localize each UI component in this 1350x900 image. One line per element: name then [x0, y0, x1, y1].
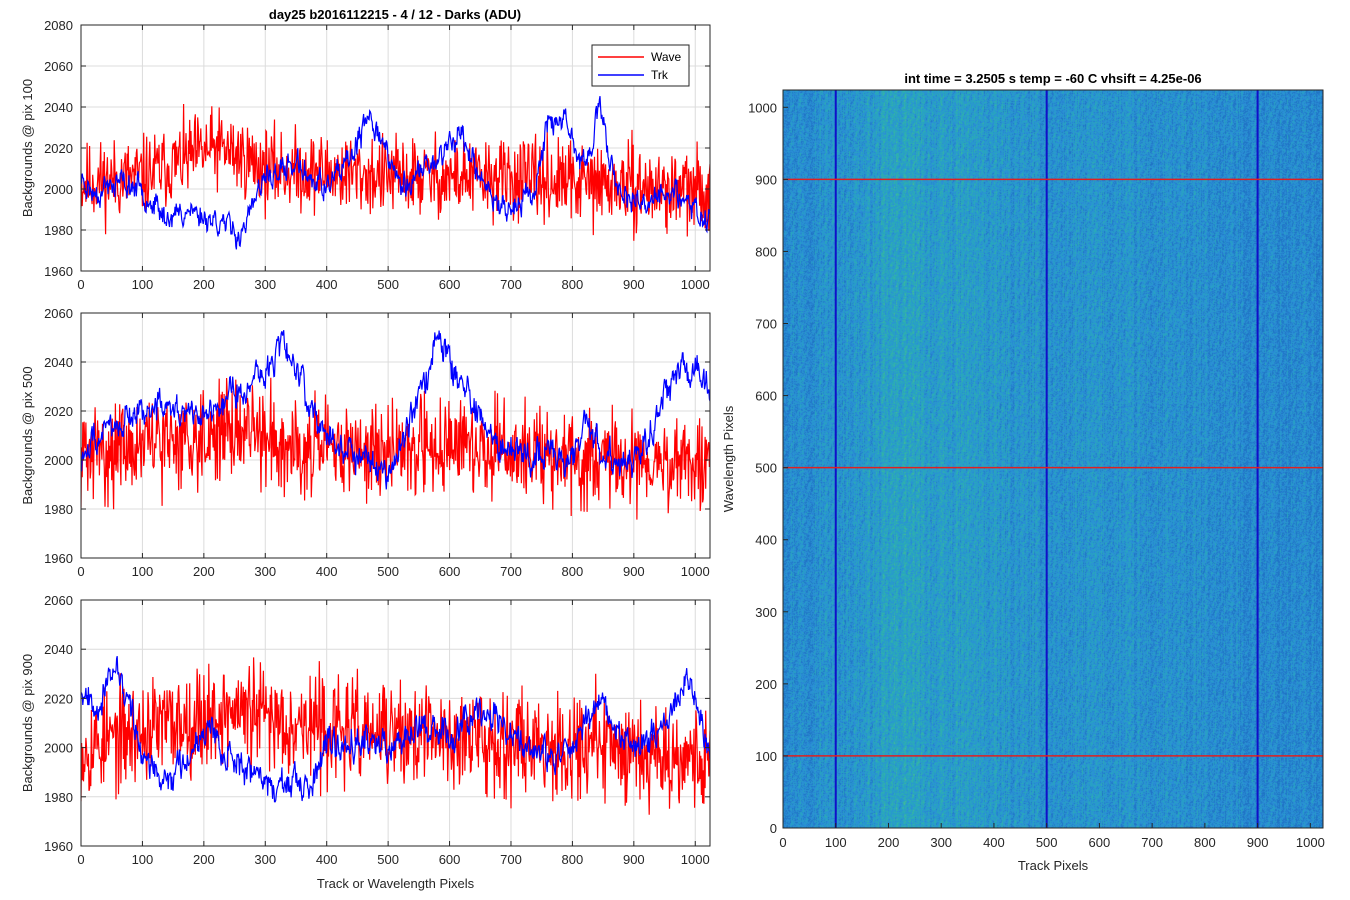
- x-tick-label: 200: [193, 852, 215, 867]
- heatmap-panel: 0 100 200 300 400 500 600 700 800 900 1000 0 100 200 3…: [721, 89, 1325, 873]
- x-tick-label: 500: [377, 852, 399, 867]
- x-tick-label: 900: [623, 564, 645, 579]
- x-tick-label: 600: [439, 852, 461, 867]
- x-tick-label: 900: [1247, 835, 1269, 850]
- x-tick-label: 300: [254, 277, 276, 292]
- y-tick-label: 100: [755, 749, 777, 764]
- x-tick-label: 1000: [681, 564, 710, 579]
- x-tick-label: 100: [825, 835, 847, 850]
- heatmap-axes-box: [782, 89, 1324, 829]
- x-tick-label: 800: [1194, 835, 1216, 850]
- x-tick-label: 0: [77, 564, 84, 579]
- y-tick-label: 500: [755, 461, 777, 476]
- x-tick-label: 0: [77, 277, 84, 292]
- x-tick-label: 700: [1141, 835, 1163, 850]
- y-tick-label: 1000: [748, 100, 777, 115]
- y-tick-label: 600: [755, 389, 777, 404]
- y-tick-label: 0: [770, 821, 777, 836]
- figure-title: day25 b2016112215 - 4 / 12 - Darks (ADU): [269, 7, 521, 22]
- y-axis-label: Backgrounds @ pix 900: [20, 654, 35, 792]
- x-tick-label: 700: [500, 277, 522, 292]
- axes-box: [80, 312, 711, 559]
- legend-trk-label: Trk: [651, 68, 669, 82]
- x-axis-label: Track Pixels: [1018, 858, 1089, 873]
- legend-wave-label: Wave: [651, 50, 682, 64]
- x-tick-label: 400: [316, 564, 338, 579]
- y-tick-label: 700: [755, 317, 777, 332]
- x-tick-label: 500: [377, 277, 399, 292]
- y-tick-label: 2000: [44, 741, 73, 756]
- y-tick-label: 1960: [44, 551, 73, 566]
- y-tick-label: 900: [755, 172, 777, 187]
- y-tick-label: 1960: [44, 264, 73, 279]
- line-panel-pix-500: 0 100 200 300 400 500 600 700 800 900 1000 1960 1980…: [20, 306, 711, 579]
- x-tick-label: 0: [77, 852, 84, 867]
- y-tick-label: 2060: [44, 306, 73, 321]
- y-tick-label: 2020: [44, 141, 73, 156]
- x-tick-label: 800: [562, 852, 584, 867]
- x-tick-label: 400: [316, 852, 338, 867]
- y-axis-label: Backgrounds @ pix 100: [20, 79, 35, 217]
- y-tick-label: 2080: [44, 18, 73, 33]
- x-tick-label: 1000: [681, 277, 710, 292]
- y-tick-label: 2000: [44, 182, 73, 197]
- x-tick-label: 100: [132, 277, 154, 292]
- x-tick-label: 100: [132, 852, 154, 867]
- series-trk-line: [81, 96, 710, 250]
- heatmap-title: int time = 3.2505 s temp = -60 C vhsift …: [904, 71, 1201, 86]
- y-tick-label: 2060: [44, 59, 73, 74]
- x-tick-label: 500: [377, 564, 399, 579]
- x-tick-label: 300: [930, 835, 952, 850]
- x-tick-label: 400: [983, 835, 1005, 850]
- x-tick-label: 700: [500, 564, 522, 579]
- y-axis-label: Wavelength Pixels: [721, 405, 736, 512]
- y-tick-label: 300: [755, 605, 777, 620]
- x-tick-label: 600: [1089, 835, 1111, 850]
- x-tick-label: 400: [316, 277, 338, 292]
- y-tick-label: 2060: [44, 593, 73, 608]
- axes-box: [80, 599, 711, 847]
- y-tick-label: 400: [755, 533, 777, 548]
- x-tick-label: 500: [1036, 835, 1058, 850]
- x-tick-label: 100: [132, 564, 154, 579]
- x-tick-label: 900: [623, 852, 645, 867]
- x-tick-label: 700: [500, 852, 522, 867]
- y-tick-label: 200: [755, 677, 777, 692]
- x-tick-label: 1000: [1296, 835, 1325, 850]
- y-tick-label: 1980: [44, 502, 73, 517]
- legend: Wave Trk: [591, 44, 690, 87]
- x-tick-label: 300: [254, 564, 276, 579]
- x-axis-label: Track or Wavelength Pixels: [317, 876, 475, 891]
- y-tick-label: 2040: [44, 642, 73, 657]
- y-tick-label: 2040: [44, 355, 73, 370]
- y-tick-label: 2020: [44, 691, 73, 706]
- series-trk-line: [81, 330, 710, 490]
- x-tick-label: 200: [878, 835, 900, 850]
- y-tick-label: 2000: [44, 453, 73, 468]
- y-tick-label: 2020: [44, 404, 73, 419]
- x-tick-label: 200: [193, 564, 215, 579]
- heatmap-image: [783, 90, 1323, 828]
- x-tick-label: 800: [562, 277, 584, 292]
- y-axis-label: Backgrounds @ pix 500: [20, 366, 35, 504]
- y-tick-label: 1980: [44, 790, 73, 805]
- y-tick-label: 1980: [44, 223, 73, 238]
- series-wave-line: [81, 657, 710, 815]
- y-tick-label: 2040: [44, 100, 73, 115]
- x-tick-label: 1000: [681, 852, 710, 867]
- series-wave-line: [81, 103, 710, 241]
- y-tick-label: 1960: [44, 839, 73, 854]
- x-tick-label: 200: [193, 277, 215, 292]
- y-tick-label: 800: [755, 244, 777, 259]
- x-tick-label: 300: [254, 852, 276, 867]
- x-tick-label: 0: [779, 835, 786, 850]
- x-tick-label: 900: [623, 277, 645, 292]
- x-tick-label: 800: [562, 564, 584, 579]
- series-trk-line: [81, 656, 710, 803]
- x-tick-label: 600: [439, 564, 461, 579]
- x-tick-label: 600: [439, 277, 461, 292]
- line-panel-pix-900: 0 100 200 300 400 500 600 700 800 900 1000 1960 1980…: [20, 593, 711, 891]
